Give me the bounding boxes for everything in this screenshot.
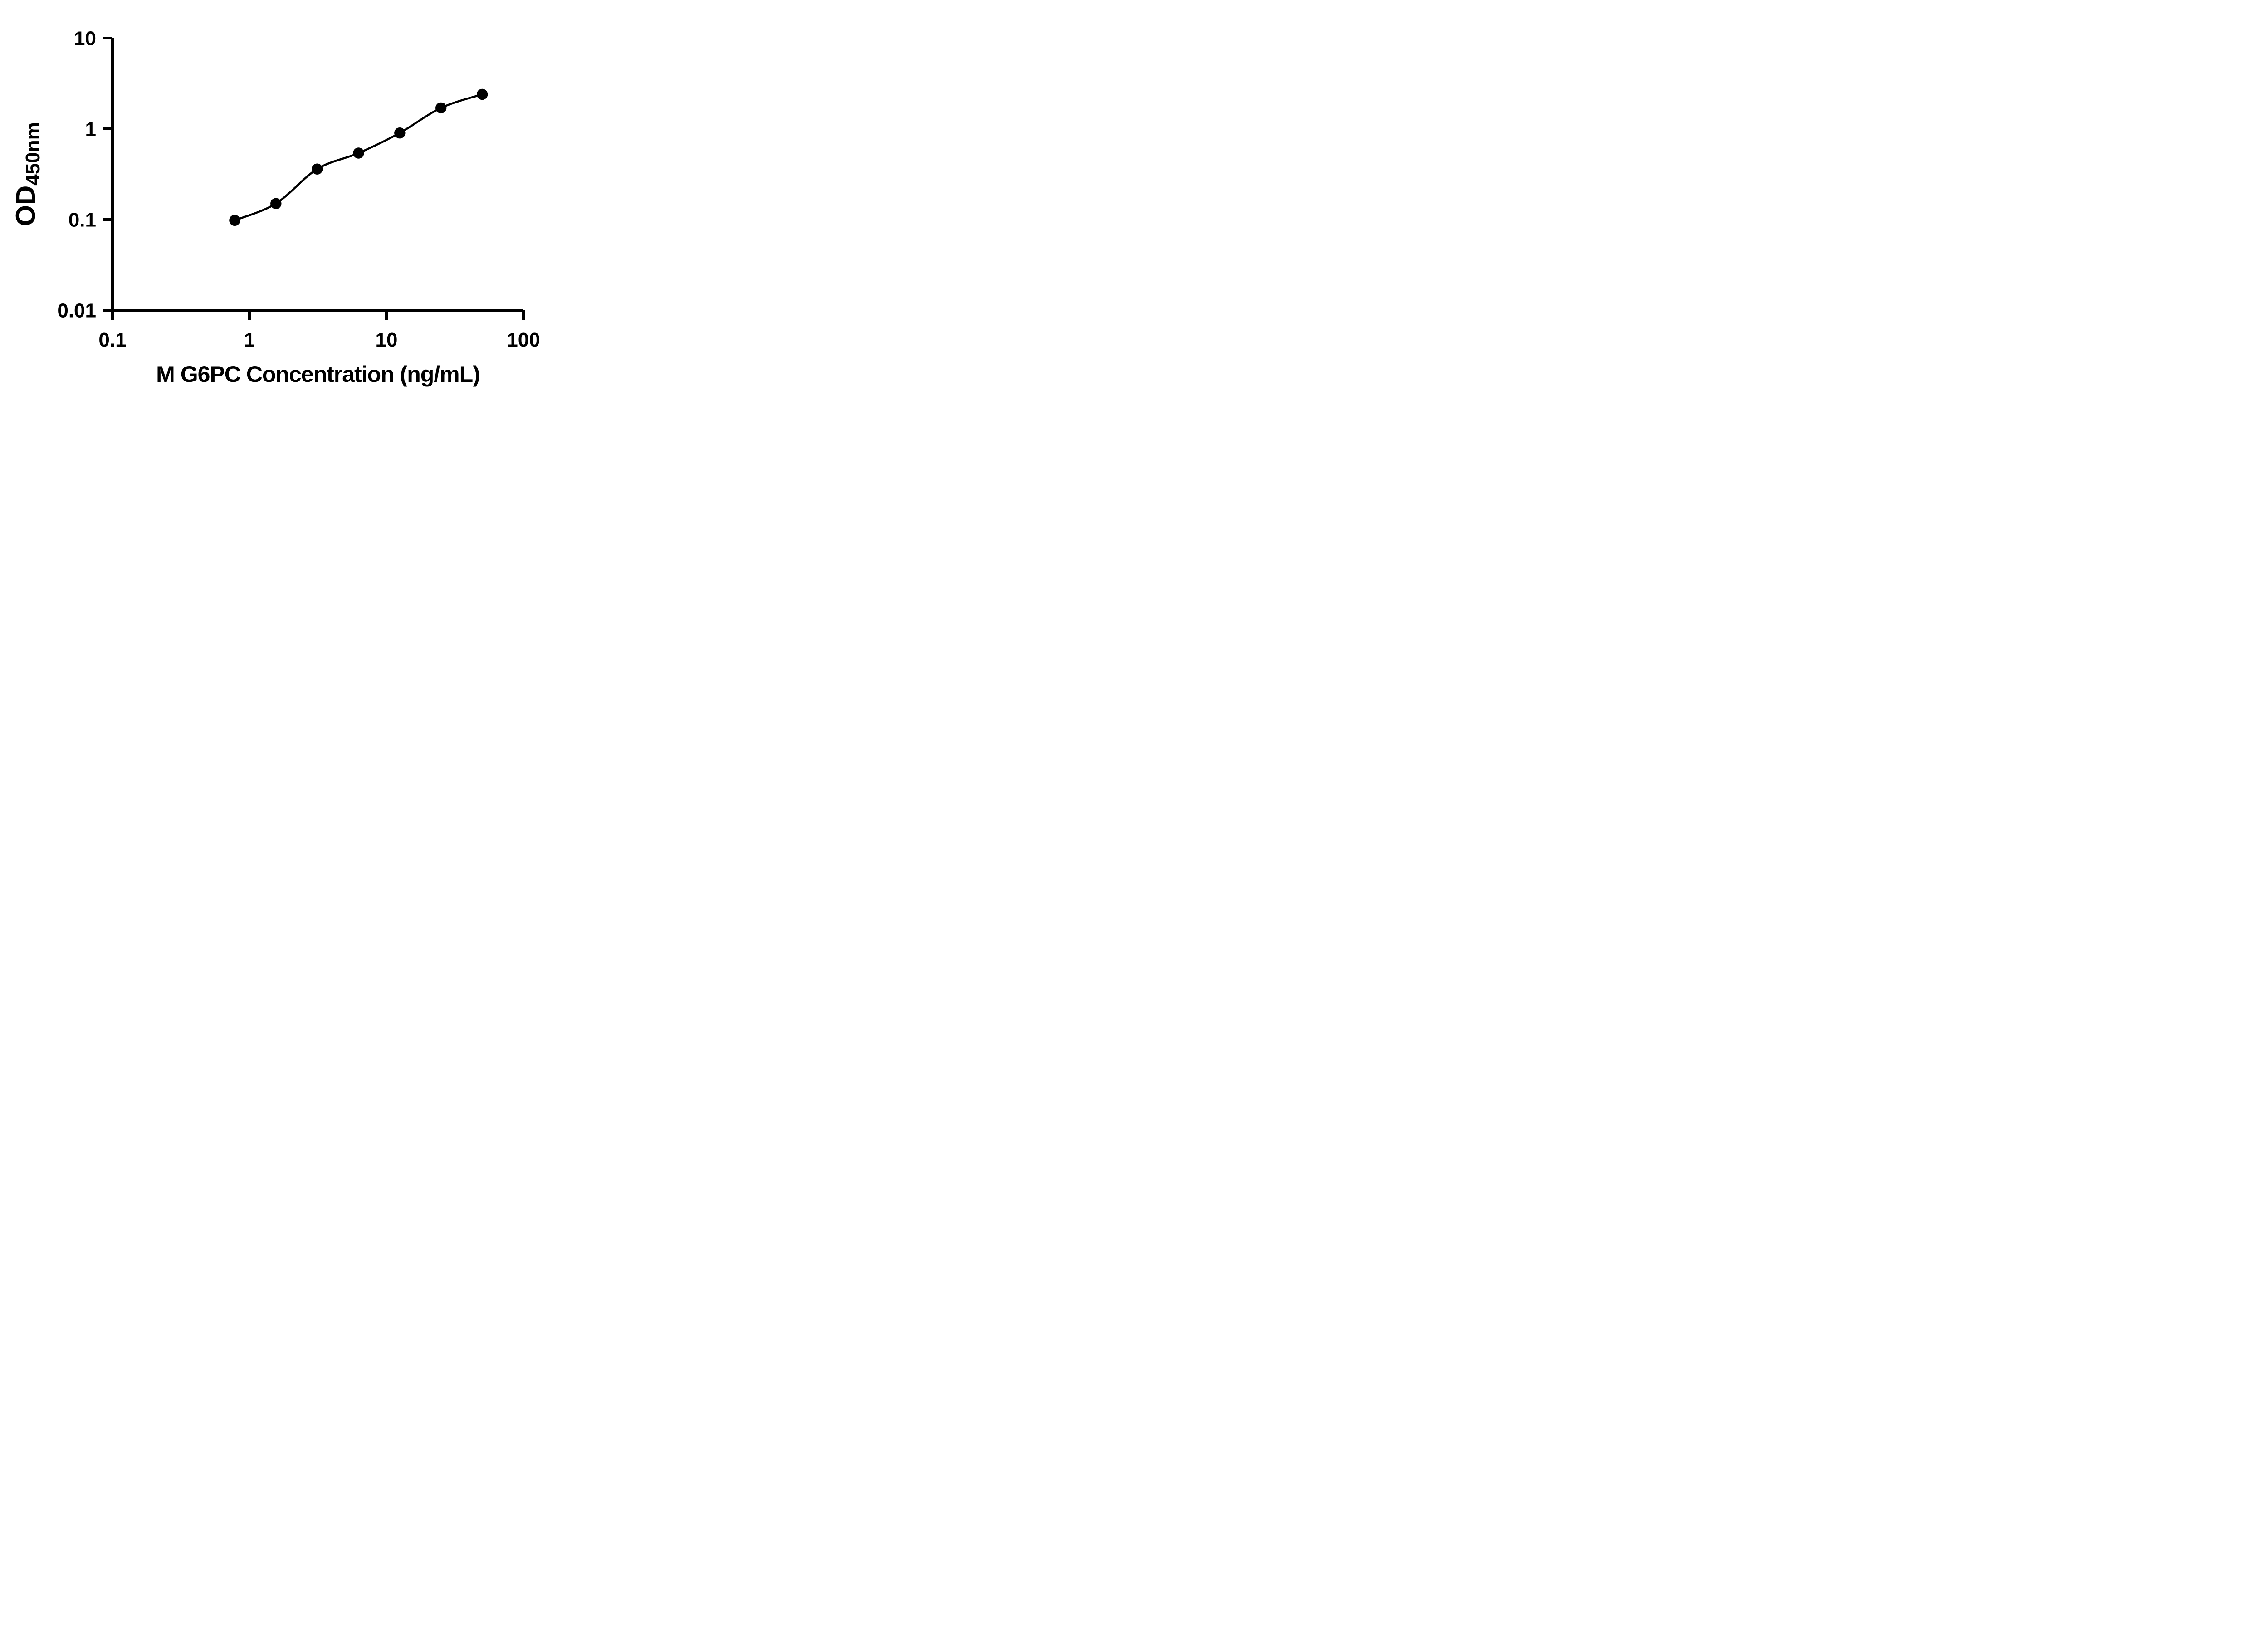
y-tick-label: 1 <box>85 118 96 140</box>
y-axis-title-main: OD <box>10 186 41 226</box>
y-tick-label: 0.1 <box>68 209 96 231</box>
data-point <box>312 163 323 175</box>
data-point <box>394 127 406 139</box>
x-tick-label: 100 <box>507 329 540 351</box>
x-axis-title: M G6PC Concentration (ng/mL) <box>156 362 480 387</box>
data-points <box>229 88 488 226</box>
x-tick-labels: 0.1 1 10 100 <box>98 329 540 351</box>
data-point <box>476 88 488 100</box>
y-tick-label: 0.01 <box>57 299 96 322</box>
y-tick-labels: 10 1 0.1 0.01 <box>57 27 96 322</box>
y-axis-title-subscript: 450nm <box>22 122 44 185</box>
x-ticks <box>111 310 525 320</box>
y-ticks <box>103 37 112 312</box>
x-tick-label: 10 <box>376 329 398 351</box>
data-point <box>435 102 447 114</box>
elisa-standard-curve-figure: 10 1 0.1 0.01 0.1 1 10 100 M G6PC Concentratio… <box>0 0 583 408</box>
data-point <box>353 147 364 159</box>
data-point <box>229 215 240 226</box>
x-tick-label: 0.1 <box>98 329 126 351</box>
y-axis-title: OD450nm <box>10 122 44 226</box>
axes <box>111 38 523 312</box>
x-tick-label: 1 <box>244 329 255 351</box>
data-point <box>270 198 282 209</box>
y-tick-label: 10 <box>74 27 96 49</box>
